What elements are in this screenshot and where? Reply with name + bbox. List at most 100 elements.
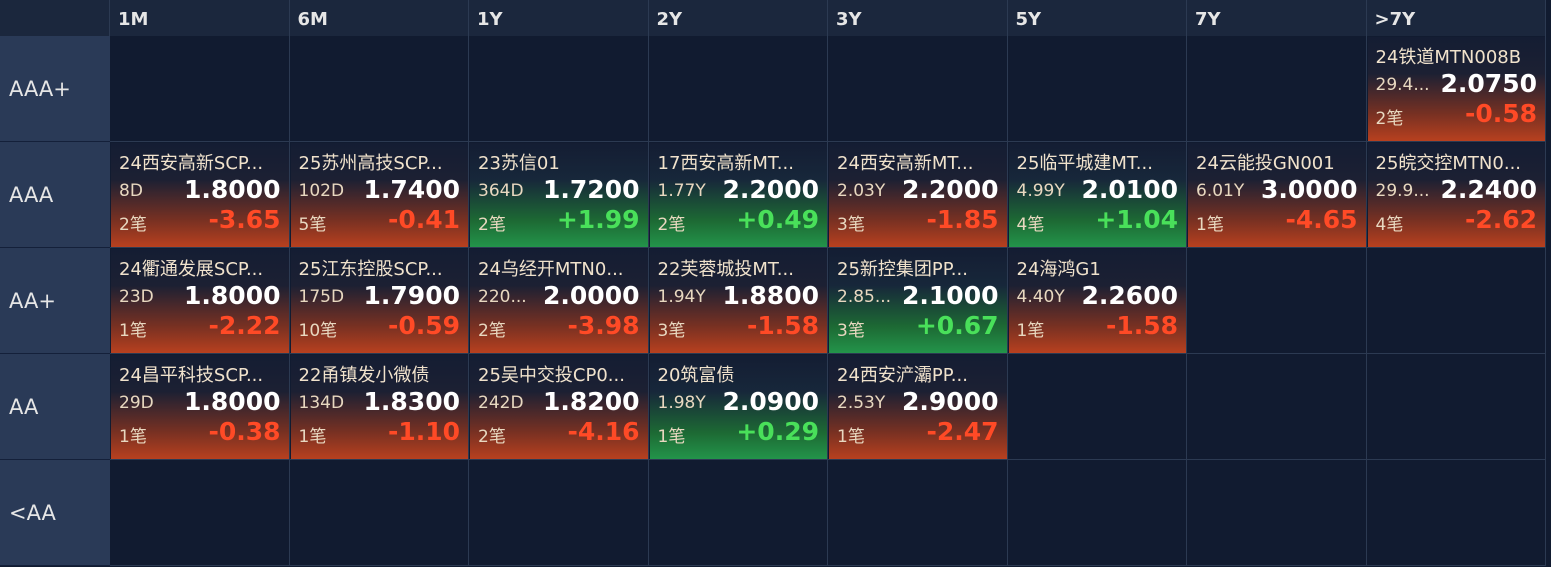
bond-cell[interactable]: 25皖交控MTN0... 29.9... 2.2400 4笔 -2.62 [1367,143,1545,247]
grid-cell [828,142,1008,248]
grid-cell [289,36,469,142]
grid-cell [469,354,649,460]
yield-change: -3.65 [208,205,281,234]
bond-term: 220... [478,287,527,307]
bond-yield: 2.0900 [722,387,819,416]
grid-cell [1366,142,1546,248]
bond-cell[interactable]: 24西安高新MT... 2.03Y 2.2000 3笔 -1.85 [829,143,1007,247]
bond-name: 17西安高新MT... [657,153,794,174]
bond-term: 29.4... [1375,75,1430,95]
yield-change: -4.65 [1285,205,1358,234]
bond-term: 6.01Y [1196,181,1245,201]
grid-cell [289,460,469,566]
bond-name: 23苏信01 [478,153,560,174]
bond-cell[interactable]: 24乌经开MTN0... 220... 2.0000 2笔 -3.98 [470,249,648,353]
bond-cell[interactable]: 25苏州高技SCP... 102D 1.7400 5笔 -0.41 [290,143,468,247]
yield-change: -1.85 [926,205,999,234]
corner [0,0,110,36]
bond-cell[interactable]: 25新控集团PP... 2.85... 2.1000 3笔 +0.67 [829,249,1007,353]
trade-count: 5笔 [298,215,327,235]
yield-change: -4.16 [567,417,640,446]
bond-term: 8D [119,181,143,201]
grid-cell [1187,248,1367,354]
grid-cell [1007,248,1187,354]
row-label: AA [0,354,110,460]
grid-cell [1007,354,1187,460]
trade-count: 3笔 [657,321,686,341]
bond-name: 25吴中交投CP0... [478,365,625,386]
bond-term: 102D [298,181,345,201]
trade-count: 2笔 [478,215,506,235]
bond-yield: 1.8000 [184,387,281,416]
grid-cell [648,36,828,142]
column-header: >7Y [1366,0,1546,36]
bond-cell[interactable]: 17西安高新MT... 1.77Y 2.2000 2笔 +0.49 [649,143,827,247]
column-header: 7Y [1187,0,1367,36]
bond-cell[interactable]: 22甬镇发小微债 134D 1.8300 1笔 -1.10 [290,355,468,459]
yield-change: -2.47 [926,417,999,446]
trade-count: 2笔 [657,215,686,235]
bond-yield: 2.0000 [543,281,640,310]
bond-cell[interactable]: 24铁道MTN008B 29.4... 2.0750 2笔 -0.58 [1367,37,1545,141]
bond-cell[interactable]: 24西安浐灞PP... 2.53Y 2.9000 1笔 -2.47 [829,355,1007,459]
bond-cell[interactable]: 25临平城建MT... 4.99Y 2.0100 4笔 +1.04 [1008,143,1186,247]
trade-count: 3笔 [837,321,865,341]
column-header: 3Y [828,0,1008,36]
yield-change: -3.98 [567,311,640,340]
grid-cell [110,460,290,566]
bond-cell[interactable]: 25江东控股SCP... 175D 1.7900 10笔 -0.59 [290,249,468,353]
bond-term: 1.94Y [657,287,706,307]
grid-cell [289,354,469,460]
bond-cell[interactable]: 20筑富债 1.98Y 2.0900 1笔 +0.29 [649,355,827,459]
bond-cell[interactable]: 24海鸿G1 4.40Y 2.2600 1笔 -1.58 [1008,249,1186,353]
bond-term: 134D [298,393,345,413]
bond-yield: 2.2600 [1081,281,1178,310]
bond-term: 242D [478,393,524,413]
yield-change: -0.41 [387,205,460,234]
trade-count: 2笔 [1375,109,1404,129]
bond-cell[interactable]: 24昌平科技SCP... 29D 1.8000 1笔 -0.38 [111,355,289,459]
row-label: <AA [0,460,110,566]
grid-cell [289,142,469,248]
bond-name: 25临平城建MT... [1016,153,1153,174]
bond-cell[interactable]: 22芙蓉城投MT... 1.94Y 1.8800 3笔 -1.58 [649,249,827,353]
grid-cell [648,248,828,354]
bond-cell[interactable]: 24云能投GN001 6.01Y 3.0000 1笔 -4.65 [1188,143,1366,247]
yield-change: -2.22 [208,311,281,340]
bond-term: 29.9... [1375,181,1430,201]
trade-count: 1笔 [119,427,147,447]
column-header: 1M [110,0,290,36]
bond-yield: 1.7900 [363,281,460,310]
column-header: 5Y [1007,0,1187,36]
bond-cell[interactable]: 24西安高新SCP... 8D 1.8000 2笔 -3.65 [111,143,289,247]
grid-cell [469,460,649,566]
trade-count: 1笔 [837,427,865,447]
bond-name: 25苏州高技SCP... [298,153,443,174]
grid-cell [648,460,828,566]
grid-cell [648,142,828,248]
yield-change: -1.10 [387,417,460,446]
grid-cell [1007,460,1187,566]
bond-term: 364D [478,181,524,201]
bond-cell[interactable]: 23苏信01 364D 1.7200 2笔 +1.99 [470,143,648,247]
bond-name: 25皖交控MTN0... [1375,153,1522,174]
yield-change: -0.59 [387,311,460,340]
bond-yield: 1.8800 [722,281,819,310]
bond-cell[interactable]: 25吴中交投CP0... 242D 1.8200 2笔 -4.16 [470,355,648,459]
trade-count: 1笔 [1016,321,1045,341]
bond-term: 29D [119,393,154,413]
bond-yield: 2.2400 [1440,175,1537,204]
row-label: AA+ [0,248,110,354]
bond-term: 2.85... [837,287,892,307]
trade-count: 10笔 [298,321,338,341]
trade-count: 1笔 [1196,215,1224,235]
bond-name: 24西安高新SCP... [119,153,264,174]
bond-term: 175D [298,287,345,307]
grid-cell [1366,460,1546,566]
bond-yield: 1.8000 [184,281,281,310]
trade-count: 2笔 [478,321,506,341]
trade-count: 1笔 [657,427,686,447]
grid-cell [110,248,290,354]
bond-cell[interactable]: 24衢通发展SCP... 23D 1.8000 1笔 -2.22 [111,249,289,353]
yield-change: -2.62 [1464,205,1537,234]
